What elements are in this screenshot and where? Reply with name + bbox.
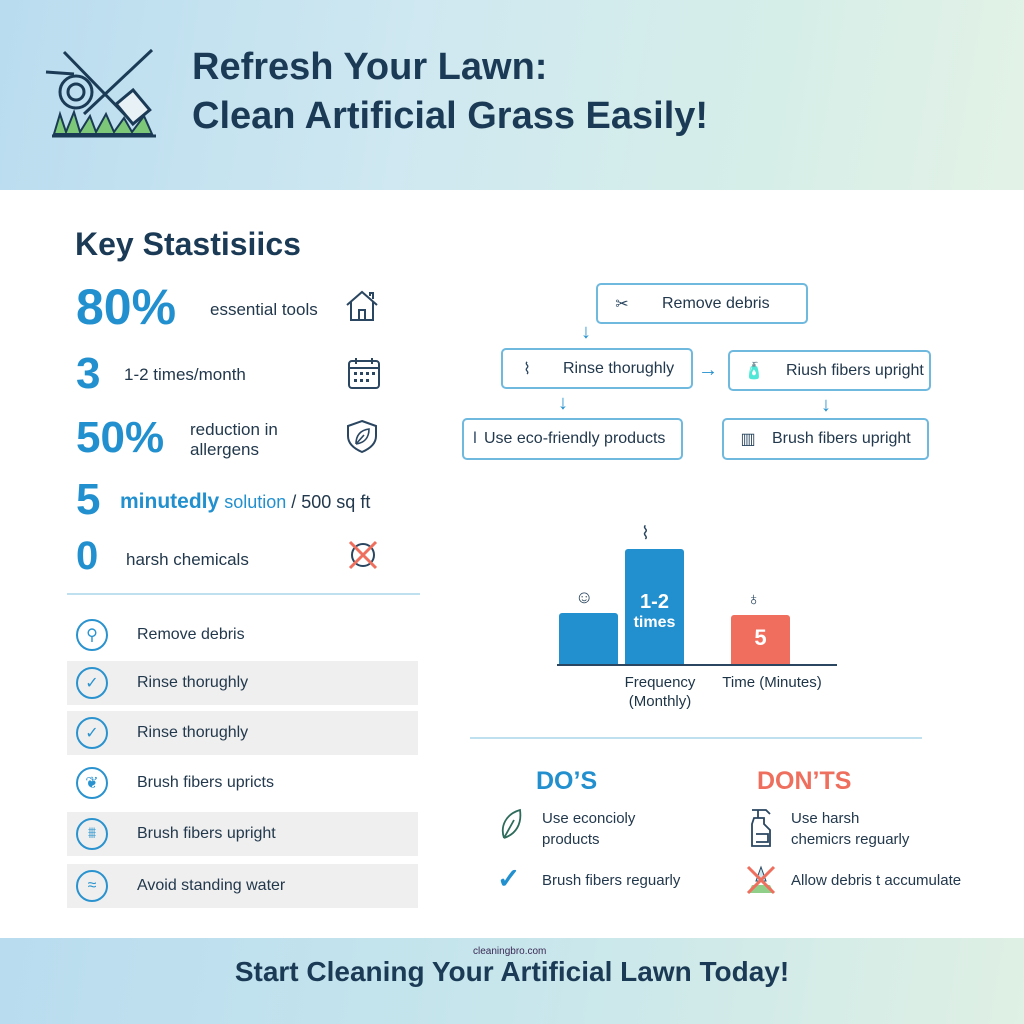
do-item: Brush fibers reguarly (542, 872, 681, 889)
checklist-label: Rinse thorughly (137, 724, 249, 741)
check-icon: ✓ (76, 667, 108, 699)
calendar-icon (348, 358, 380, 389)
checklist-label: Remove debris (137, 626, 245, 643)
bar-label: 5 (754, 625, 767, 650)
stat-label-unit: / 500 sq ft (291, 492, 371, 512)
stat-label: 1-2 times/month (124, 365, 246, 384)
checklist-item: ≈ Avoid standing water (67, 864, 418, 908)
water-icon: ≈ (76, 870, 108, 902)
arrow-down-icon: ↓ (558, 392, 568, 414)
scrub-brush-icon: ▥ (740, 431, 756, 448)
shield-leaf-icon (347, 419, 377, 454)
spray-bottle-icon: ♁ (747, 589, 761, 609)
flow-step-remove-debris: ✂ Remove debris (596, 283, 808, 324)
flow-step-riush: 🧴 Riush fibers upright (728, 350, 931, 391)
no-debris-icon (746, 865, 776, 895)
baseline (557, 664, 837, 666)
site-link[interactable]: cleaningbro.com (473, 946, 547, 957)
stat-label-mid: solution (224, 492, 287, 512)
stat-value: 0 (76, 534, 99, 578)
hose-icon: ⌇ (523, 360, 531, 378)
bar-label: times (633, 614, 676, 631)
stat-value: 3 (76, 349, 101, 398)
brush-handle-icon: ǀ (472, 430, 478, 447)
tools-icon: ✂ (615, 295, 629, 313)
do-item: Use econcioly products (542, 810, 636, 848)
dont-item: Use harsh chemicrs reguarly (791, 810, 910, 848)
cta-text: Start Cleaning Your Artificial Lawn Toda… (234, 956, 790, 987)
checklist-label: Rinse thorughly (137, 674, 249, 691)
checklist-label: Brush fibers upright (137, 825, 276, 842)
dont-item: Allow debris t accumulate (791, 872, 962, 889)
stat-label: minutedly solution / 500 sq ft (120, 490, 370, 514)
stat-value: 80% (76, 279, 177, 335)
bar: 1-2 times (625, 549, 684, 665)
spray-bottle-icon (751, 809, 771, 847)
footer-banner: cleaningbro.com Start Cleaning Your Arti… (0, 938, 1024, 1024)
leaf-icon (501, 808, 522, 839)
broom-icon: ⚲ (76, 619, 108, 651)
checklist-item: ⩩ Brush fibers upright (67, 812, 418, 856)
flow-step-eco: ǀ Use eco-friendly products (462, 418, 683, 460)
leaf-icon: ❦ (76, 767, 108, 799)
flow-step-rinse: ⌇ Rinse thorughly (501, 348, 693, 389)
bar-label: 1-2 (640, 591, 669, 613)
dos-heading: DO’S (536, 767, 598, 795)
spray-bottle-icon: 🧴 (744, 362, 764, 380)
checklist-label: Brush fibers upricts (137, 774, 274, 791)
stat-value: 5 (76, 475, 101, 524)
face-icon: ☺ (575, 587, 594, 607)
divider (470, 737, 922, 739)
check-icon: ✓ (76, 717, 108, 749)
axis-label-frequency: Frequency (Monthly) (624, 674, 696, 710)
checklist-label: Avoid standing water (137, 877, 286, 894)
stat-label-highlight: minutedly (120, 490, 220, 513)
arrow-down-icon: ↓ (821, 394, 831, 416)
divider (67, 593, 420, 595)
checklist-item: ❦ Brush fibers upricts (67, 761, 418, 805)
checklist-item: ✓ Rinse thorughly (67, 711, 418, 755)
stat-label-line2: allergens (190, 440, 259, 459)
house-icon (346, 290, 378, 321)
stat-label: harsh chemicals (126, 550, 249, 569)
no-chemicals-icon (348, 540, 378, 570)
title-line-1: Refresh Your Lawn: (192, 46, 548, 88)
stat-label: essential tools (210, 300, 318, 319)
check-icon: ✓ (497, 863, 521, 894)
checklist-item: ⚲ Remove debris (67, 613, 418, 657)
hose-icon: ⌇ (641, 523, 650, 543)
axis-label-time: Time (Minutes) (722, 674, 822, 691)
arrow-right-icon: → (698, 359, 718, 381)
brush-icon: ⩩ (76, 818, 108, 850)
bar (559, 613, 618, 665)
title-line-2: Clean Artificial Grass Easily! (192, 95, 709, 137)
checklist-item: ✓ Rinse thorughly (67, 661, 418, 705)
stats-heading: Key Stastisiics (75, 226, 301, 262)
flow-step-brush: ▥ Brush fibers upright (722, 418, 929, 460)
donts-heading: DON’TS (757, 767, 852, 795)
header-banner: Refresh Your Lawn: Clean Artificial Gras… (0, 0, 1024, 190)
bar: 5 (731, 615, 790, 665)
stat-value: 50% (76, 413, 165, 462)
stat-label-line1: reduction in (190, 420, 278, 439)
arrow-down-icon: ↓ (581, 321, 591, 343)
hose-brush-grass-icon (45, 48, 156, 138)
